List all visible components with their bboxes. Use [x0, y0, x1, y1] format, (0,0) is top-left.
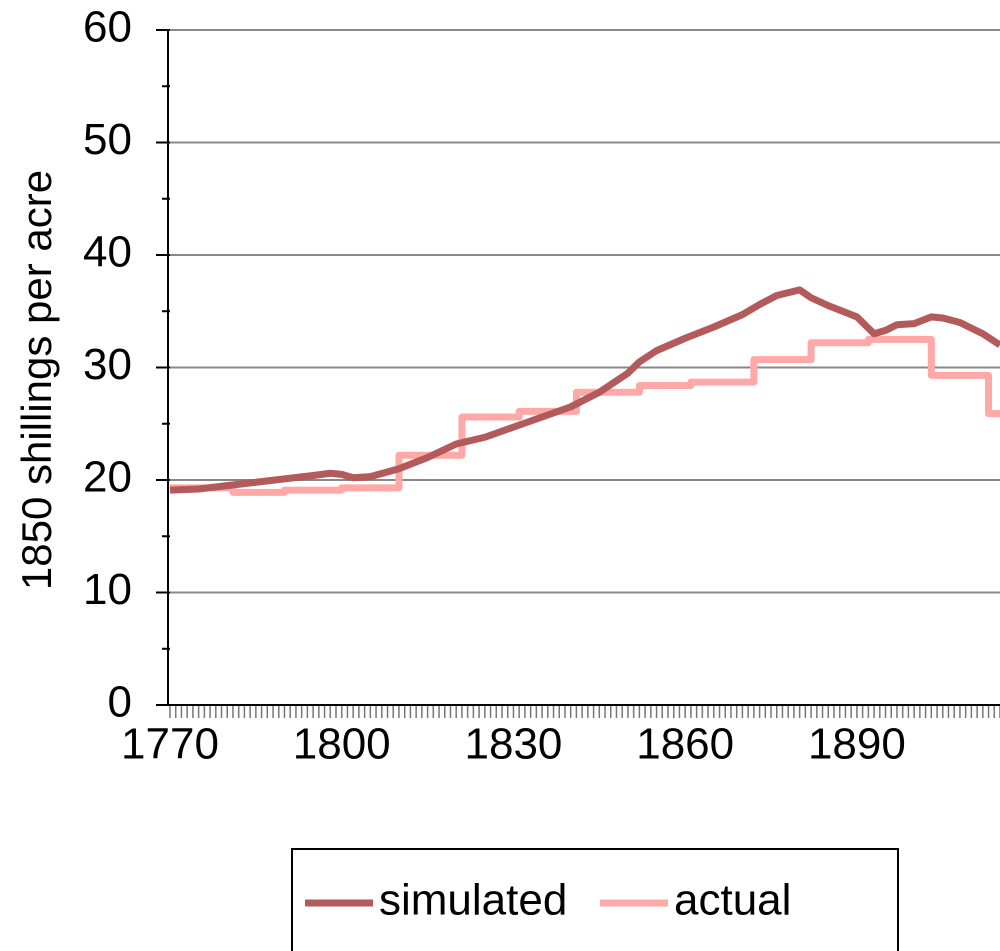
x-tick-label: 1770: [121, 720, 219, 769]
y-tick-label: 50: [83, 115, 132, 164]
legend-box: [291, 848, 899, 951]
y-tick-label: 20: [83, 453, 132, 502]
y-tick-label: 40: [83, 228, 132, 277]
legend-label: simulated: [379, 876, 567, 925]
y-tick-label: 30: [83, 340, 132, 389]
line-series: [169, 286, 1000, 494]
y-axis-label: 1850 shillings per acre: [13, 170, 60, 590]
legend-label: actual: [674, 876, 791, 925]
x-tick-label: 1890: [808, 720, 906, 769]
x-tick-label: 1860: [636, 720, 734, 769]
y-tick-label: 10: [83, 565, 132, 614]
x-tick-label: 1800: [293, 720, 391, 769]
y-tick-label: 60: [83, 3, 132, 52]
x-tick-label: 1830: [465, 720, 563, 769]
line-series: [170, 335, 1000, 496]
y-tick-label: 0: [108, 678, 132, 727]
